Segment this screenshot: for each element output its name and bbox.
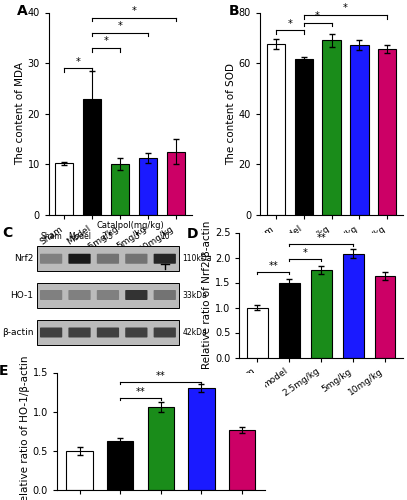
Bar — [229, 430, 255, 490]
Y-axis label: The content of SOD: The content of SOD — [226, 62, 236, 165]
Text: D: D — [187, 228, 199, 241]
Bar — [322, 40, 341, 215]
Bar — [279, 282, 300, 358]
Text: 2.5: 2.5 — [102, 232, 114, 241]
Text: *: * — [104, 36, 109, 46]
Text: **: ** — [156, 371, 166, 381]
Bar — [111, 164, 129, 215]
FancyBboxPatch shape — [97, 290, 119, 300]
FancyBboxPatch shape — [37, 246, 179, 271]
FancyBboxPatch shape — [125, 254, 147, 264]
Text: C: C — [3, 226, 13, 240]
Bar — [378, 49, 396, 215]
Text: B: B — [229, 4, 239, 18]
Text: **: ** — [136, 386, 145, 396]
FancyBboxPatch shape — [153, 254, 176, 264]
Bar — [247, 308, 268, 358]
FancyBboxPatch shape — [68, 328, 91, 338]
Bar — [375, 276, 396, 357]
Bar — [295, 60, 313, 215]
Y-axis label: The content of MDA: The content of MDA — [15, 62, 25, 165]
Bar — [350, 46, 368, 215]
Text: 42kDa: 42kDa — [183, 328, 207, 337]
FancyBboxPatch shape — [68, 290, 91, 300]
Bar — [167, 152, 185, 215]
Text: **: ** — [268, 260, 278, 270]
Text: HO-1: HO-1 — [10, 290, 33, 300]
Text: **: ** — [316, 232, 326, 242]
Text: β-actin: β-actin — [2, 328, 33, 337]
Text: 33kDa: 33kDa — [183, 290, 208, 300]
Text: E: E — [0, 364, 9, 378]
Text: Sham: Sham — [40, 232, 62, 241]
Text: 5: 5 — [134, 232, 139, 241]
Text: A: A — [18, 4, 28, 18]
FancyBboxPatch shape — [37, 282, 179, 308]
Bar — [55, 164, 74, 215]
FancyBboxPatch shape — [153, 328, 176, 338]
Bar — [66, 451, 93, 490]
Bar — [148, 407, 174, 490]
Text: *: * — [118, 21, 123, 31]
Bar — [139, 158, 157, 215]
Text: *: * — [76, 56, 81, 66]
Bar — [267, 44, 285, 215]
FancyBboxPatch shape — [68, 254, 91, 264]
Text: *: * — [343, 4, 348, 14]
Bar — [311, 270, 332, 358]
FancyBboxPatch shape — [97, 254, 119, 264]
FancyBboxPatch shape — [40, 328, 62, 338]
FancyBboxPatch shape — [37, 320, 179, 345]
Text: Model: Model — [68, 232, 91, 241]
Bar — [83, 98, 101, 215]
Bar — [188, 388, 214, 490]
FancyBboxPatch shape — [97, 328, 119, 338]
Y-axis label: Relative ratio of Nrf2/β-actin: Relative ratio of Nrf2/β-actin — [202, 221, 212, 369]
FancyBboxPatch shape — [125, 328, 147, 338]
FancyBboxPatch shape — [40, 290, 62, 300]
FancyBboxPatch shape — [153, 290, 176, 300]
Text: 10: 10 — [160, 232, 170, 241]
Text: *: * — [287, 18, 292, 28]
Text: *: * — [132, 6, 137, 16]
Y-axis label: Relative ratio of HO-1/β-actin: Relative ratio of HO-1/β-actin — [20, 355, 30, 500]
FancyBboxPatch shape — [40, 254, 62, 264]
Text: Nrf2: Nrf2 — [14, 254, 33, 263]
Text: *: * — [303, 248, 308, 258]
Bar — [107, 440, 133, 490]
Text: 110kDa: 110kDa — [183, 254, 212, 263]
Text: Catalpol(mg/kg): Catalpol(mg/kg) — [96, 221, 164, 230]
FancyBboxPatch shape — [125, 290, 147, 300]
Bar — [343, 254, 363, 358]
Text: *: * — [315, 11, 320, 21]
